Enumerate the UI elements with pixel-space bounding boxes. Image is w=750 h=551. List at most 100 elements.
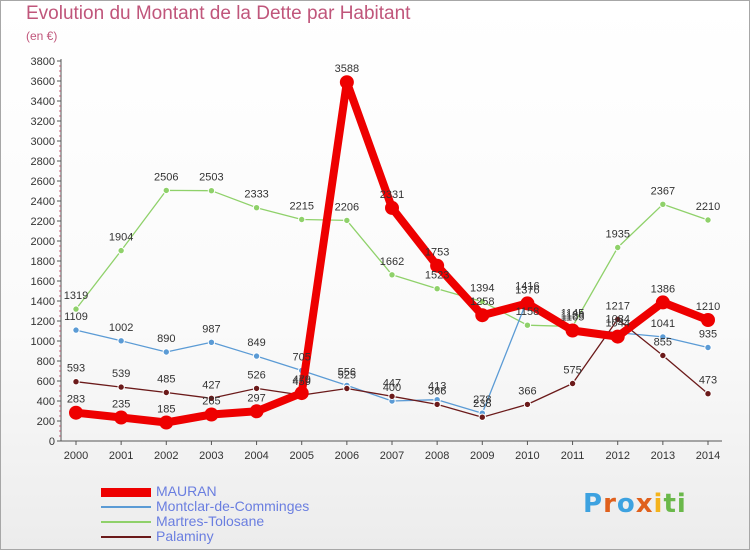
x-tick-label: 2004 bbox=[244, 450, 268, 462]
y-tick-label: 600 bbox=[37, 376, 55, 388]
legend-label: Palaminy bbox=[156, 528, 214, 544]
data-point bbox=[249, 404, 264, 419]
y-tick-label: 1400 bbox=[31, 296, 55, 308]
data-label: 473 bbox=[699, 375, 717, 387]
x-tick-label: 2008 bbox=[425, 450, 449, 462]
data-label: 265 bbox=[202, 396, 220, 408]
data-point bbox=[72, 305, 80, 313]
x-tick-label: 2010 bbox=[515, 450, 539, 462]
data-label: 987 bbox=[202, 323, 220, 335]
data-point bbox=[610, 329, 625, 344]
data-point bbox=[565, 323, 580, 338]
unit-label: (en €) bbox=[26, 29, 58, 43]
data-point bbox=[252, 384, 261, 393]
data-label: 278 bbox=[473, 394, 491, 406]
data-point bbox=[252, 204, 261, 212]
data-point bbox=[162, 348, 170, 356]
x-tick-label: 2003 bbox=[199, 450, 223, 462]
data-label: 1523 bbox=[425, 270, 449, 282]
data-label: 2331 bbox=[380, 189, 404, 201]
data-label: 2210 bbox=[696, 201, 720, 213]
data-point bbox=[659, 333, 667, 341]
data-label: 525 bbox=[338, 370, 356, 382]
data-label: 459 bbox=[293, 376, 311, 388]
data-point bbox=[614, 243, 622, 252]
data-point bbox=[252, 352, 261, 360]
data-point bbox=[704, 390, 712, 398]
data-point bbox=[568, 379, 577, 388]
data-point bbox=[207, 338, 216, 346]
data-label: 1044 bbox=[605, 318, 629, 330]
data-label: 935 bbox=[699, 329, 717, 341]
x-tick-label: 2009 bbox=[470, 450, 494, 462]
data-point bbox=[385, 200, 399, 215]
data-label: 1002 bbox=[109, 322, 133, 334]
y-tick-label: 800 bbox=[37, 356, 55, 368]
data-point bbox=[343, 216, 351, 225]
data-point bbox=[298, 215, 306, 224]
x-tick-label: 2007 bbox=[380, 450, 404, 462]
data-label: 2367 bbox=[651, 185, 675, 197]
x-tick-label: 2013 bbox=[651, 450, 675, 462]
legend-swatch bbox=[101, 506, 151, 508]
data-point bbox=[294, 386, 309, 401]
data-point bbox=[204, 407, 219, 422]
y-tick-label: 2600 bbox=[31, 176, 55, 188]
data-point bbox=[478, 297, 486, 306]
data-label: 849 bbox=[247, 337, 265, 349]
data-label: 1904 bbox=[109, 232, 133, 244]
data-point bbox=[430, 258, 445, 273]
data-label: 366 bbox=[428, 385, 446, 397]
data-point bbox=[343, 384, 351, 393]
data-label: 1753 bbox=[425, 247, 449, 259]
data-label: 2506 bbox=[154, 171, 178, 183]
data-point bbox=[72, 326, 80, 334]
y-tick-label: 3400 bbox=[31, 96, 55, 108]
data-label: 479 bbox=[293, 374, 311, 386]
data-label: 890 bbox=[157, 333, 175, 345]
y-tick-label: 400 bbox=[37, 396, 55, 408]
data-label: 235 bbox=[112, 399, 130, 411]
data-point bbox=[117, 383, 125, 391]
chart-title: Evolution du Montant de la Dette par Hab… bbox=[26, 3, 411, 24]
data-point bbox=[117, 246, 125, 255]
data-label: 2206 bbox=[335, 201, 359, 213]
x-tick-label: 2012 bbox=[605, 450, 629, 462]
data-point bbox=[614, 315, 622, 323]
data-point bbox=[523, 321, 532, 329]
data-point bbox=[72, 378, 80, 386]
data-point bbox=[207, 394, 216, 402]
proxiti-logo: Proxiti bbox=[583, 489, 687, 519]
data-label: 526 bbox=[247, 369, 265, 381]
data-point bbox=[69, 405, 83, 420]
data-point bbox=[475, 308, 490, 323]
data-label: 1158 bbox=[516, 306, 540, 318]
data-label: 1126 bbox=[561, 309, 585, 321]
data-label: 1084 bbox=[605, 314, 629, 326]
data-label: 1145 bbox=[561, 308, 585, 320]
data-label: 447 bbox=[383, 377, 401, 389]
legend-label: Martres-Tolosane bbox=[156, 513, 265, 529]
y-tick-label: 1800 bbox=[31, 256, 55, 268]
data-point bbox=[433, 285, 441, 293]
series-line bbox=[72, 78, 712, 427]
legend-swatch bbox=[101, 488, 151, 497]
x-tick-label: 2011 bbox=[561, 450, 585, 462]
data-label: 1662 bbox=[380, 256, 404, 268]
data-point bbox=[659, 351, 667, 360]
data-label: 427 bbox=[202, 379, 220, 391]
y-tick-label: 200 bbox=[37, 416, 55, 428]
y-tick-label: 3800 bbox=[31, 56, 55, 68]
data-point bbox=[655, 295, 670, 310]
data-point bbox=[114, 410, 129, 425]
y-tick-label: 1200 bbox=[31, 316, 55, 328]
data-label: 1319 bbox=[64, 290, 88, 302]
legend-label: MAURAN bbox=[156, 483, 217, 499]
data-point bbox=[704, 216, 712, 224]
data-label: 1386 bbox=[651, 283, 675, 295]
y-tick-label: 1600 bbox=[31, 276, 55, 288]
legend-swatch bbox=[101, 536, 151, 538]
data-label: 400 bbox=[383, 382, 401, 394]
y-tick-label: 2800 bbox=[31, 156, 55, 168]
